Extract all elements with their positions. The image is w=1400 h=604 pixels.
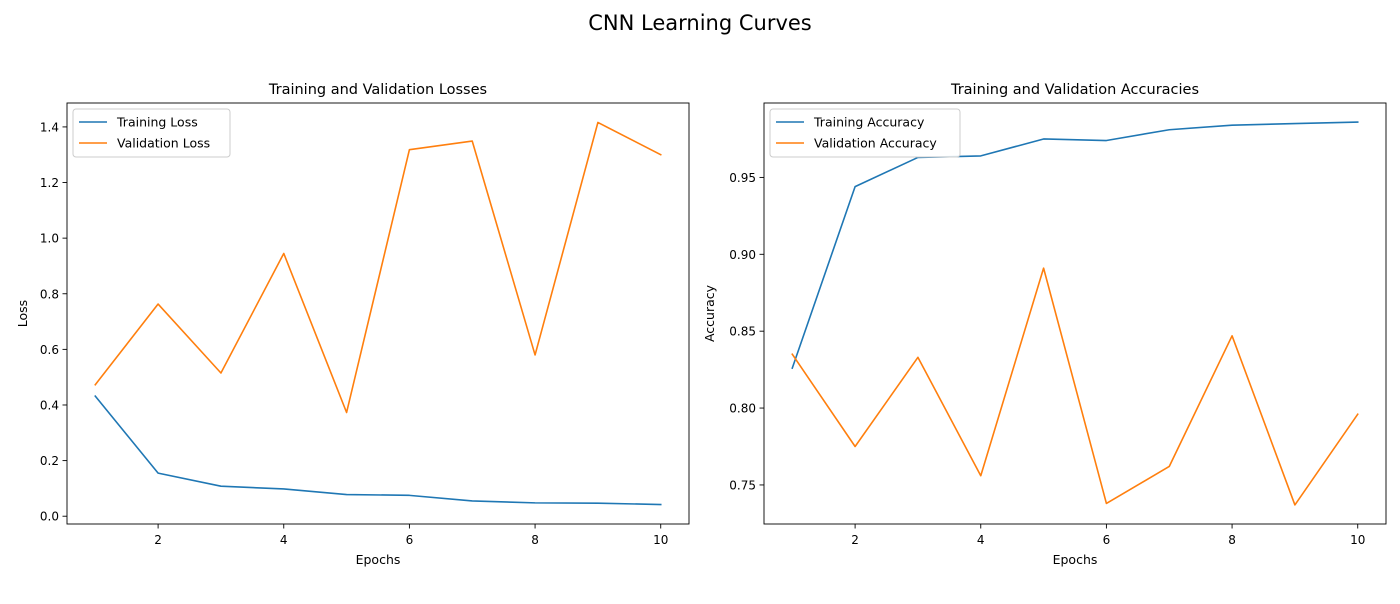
y-tick-label: 0.75 [729,478,756,492]
figure-suptitle: CNN Learning Curves [588,11,812,35]
legend-label: Training Loss [116,115,198,130]
y-tick-label: 0.85 [729,325,756,339]
y-tick-label: 0.4 [40,398,59,412]
y-tick-label: 1.2 [40,176,59,190]
axes-frame [763,102,1387,525]
x-tick-label: 10 [1350,533,1365,547]
x-tick-label: 4 [977,533,985,547]
x-tick-label: 8 [1228,533,1236,547]
chart-title: Training and Validation Losses [268,82,487,98]
x-tick-label: 8 [531,533,539,547]
x-axis-label: Epochs [1053,552,1098,567]
chart-title: Training and Validation Accuracies [950,82,1199,98]
chart-panel-1: Training and Validation Losses 2 4 6 8 10 0.0 0… [15,82,690,567]
y-tick-label: 0.8 [40,287,59,301]
series-line-1 [94,394,662,506]
y-tick-label: 1.4 [40,120,59,134]
x-tick-label: 2 [851,533,859,547]
y-tick-label: 0.0 [40,510,59,524]
series-line-2 [791,267,1359,506]
x-tick-label: 6 [1103,533,1111,547]
legend: Training Accuracy Validation Accuracy [769,108,961,158]
legend-label: Training Accuracy [813,115,925,130]
series-line-1 [791,121,1359,370]
legend-label: Validation Loss [117,136,210,151]
chart-panel-2: Training and Validation Accuracies 2 4 6 8 10… [702,82,1387,567]
x-axis-label: Epochs [356,552,401,567]
series-line-2 [94,121,662,414]
legend-box [769,108,961,158]
y-axis-label: Loss [15,300,30,327]
y-axis-label: Accuracy [702,284,717,342]
x-tick-label: 6 [406,533,414,547]
legend-label: Validation Accuracy [814,136,937,151]
legend: Training Loss Validation Loss [72,108,231,158]
x-tick-label: 10 [653,533,668,547]
y-tick-label: 0.6 [40,343,59,357]
y-tick-label: 0.90 [729,248,756,262]
axes-frame [66,102,690,525]
x-tick-label: 4 [280,533,288,547]
y-tick-label: 0.95 [729,171,756,185]
legend-box [72,108,231,158]
y-tick-label: 1.0 [40,232,59,246]
x-tick-label: 2 [154,533,162,547]
y-tick-label: 0.2 [40,454,59,468]
y-tick-label: 0.80 [729,402,756,416]
